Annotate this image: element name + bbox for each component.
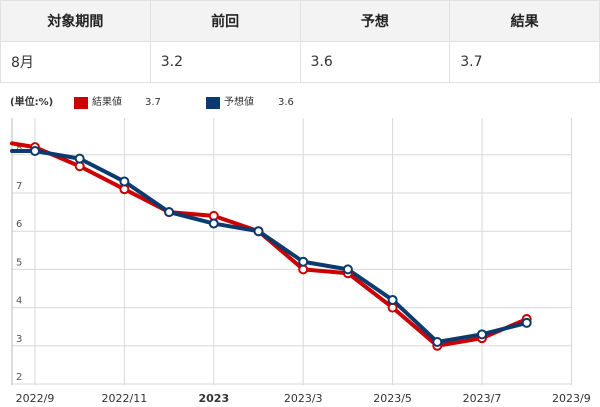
value-forecast: 3.6 xyxy=(299,41,451,83)
forecast-swatch xyxy=(206,97,220,109)
value-result: 3.7 xyxy=(449,41,600,83)
forecast-point xyxy=(208,218,219,229)
forecast-point xyxy=(387,294,398,305)
summary-table: 対象期間 前回 予想 結果 8月 3.2 3.6 3.7 xyxy=(0,0,600,83)
y-tick-label: 4 xyxy=(16,296,22,307)
legend-forecast-value: 3.6 xyxy=(278,97,294,108)
value-period: 8月 xyxy=(0,41,151,83)
forecast-point xyxy=(30,145,40,156)
forecast-point xyxy=(119,176,130,187)
legend-result-label: 結果値 xyxy=(92,97,122,108)
x-tick-label: 2023 xyxy=(198,392,229,405)
forecast-point xyxy=(253,226,264,237)
chart-grid xyxy=(11,118,572,385)
forecast-series-line xyxy=(10,148,529,344)
x-tick-label: 2023/5 xyxy=(373,392,412,405)
x-axis-labels: 2022/9 2022/11 2023 2023/3 2023/5 2023/7 2023/… xyxy=(16,392,591,405)
summary-header-row: 対象期間 前回 予想 結果 xyxy=(0,0,600,42)
forecast-point xyxy=(342,264,353,275)
forecast-point xyxy=(298,256,309,267)
legend-result-value: 3.7 xyxy=(145,97,161,108)
y-tick-label: 8 xyxy=(16,143,22,154)
chart-lines xyxy=(10,141,529,348)
unit-label: (単位:%) xyxy=(10,97,54,108)
x-tick-label: 2022/11 xyxy=(102,392,148,405)
chart-points xyxy=(30,142,532,351)
result-swatch xyxy=(74,97,88,109)
x-tick-label: 2022/9 xyxy=(16,392,55,405)
forecast-point xyxy=(521,317,532,328)
forecast-point xyxy=(74,153,85,164)
y-tick-label: 2 xyxy=(16,372,22,383)
header-period: 対象期間 xyxy=(0,0,151,42)
result-series-line xyxy=(10,141,529,348)
legend-forecast-label: 予想値 xyxy=(224,97,254,108)
x-tick-label: 2023/9 xyxy=(552,392,591,405)
y-tick-label: 6 xyxy=(16,219,22,230)
x-tick-label: 2023/7 xyxy=(463,392,502,405)
forecast-point xyxy=(164,207,175,218)
x-tick-label: 2023/3 xyxy=(284,392,323,405)
y-axis-labels: 2 3 4 5 6 7 8 xyxy=(16,143,22,383)
forecast-point xyxy=(477,329,487,340)
y-tick-label: 5 xyxy=(16,257,22,268)
value-previous: 3.2 xyxy=(149,41,301,83)
y-tick-label: 7 xyxy=(16,181,22,192)
forecast-point xyxy=(432,336,443,347)
header-result: 結果 xyxy=(449,0,600,42)
summary-value-row: 8月 3.2 3.6 3.7 xyxy=(0,41,600,83)
y-tick-label: 3 xyxy=(16,334,22,345)
